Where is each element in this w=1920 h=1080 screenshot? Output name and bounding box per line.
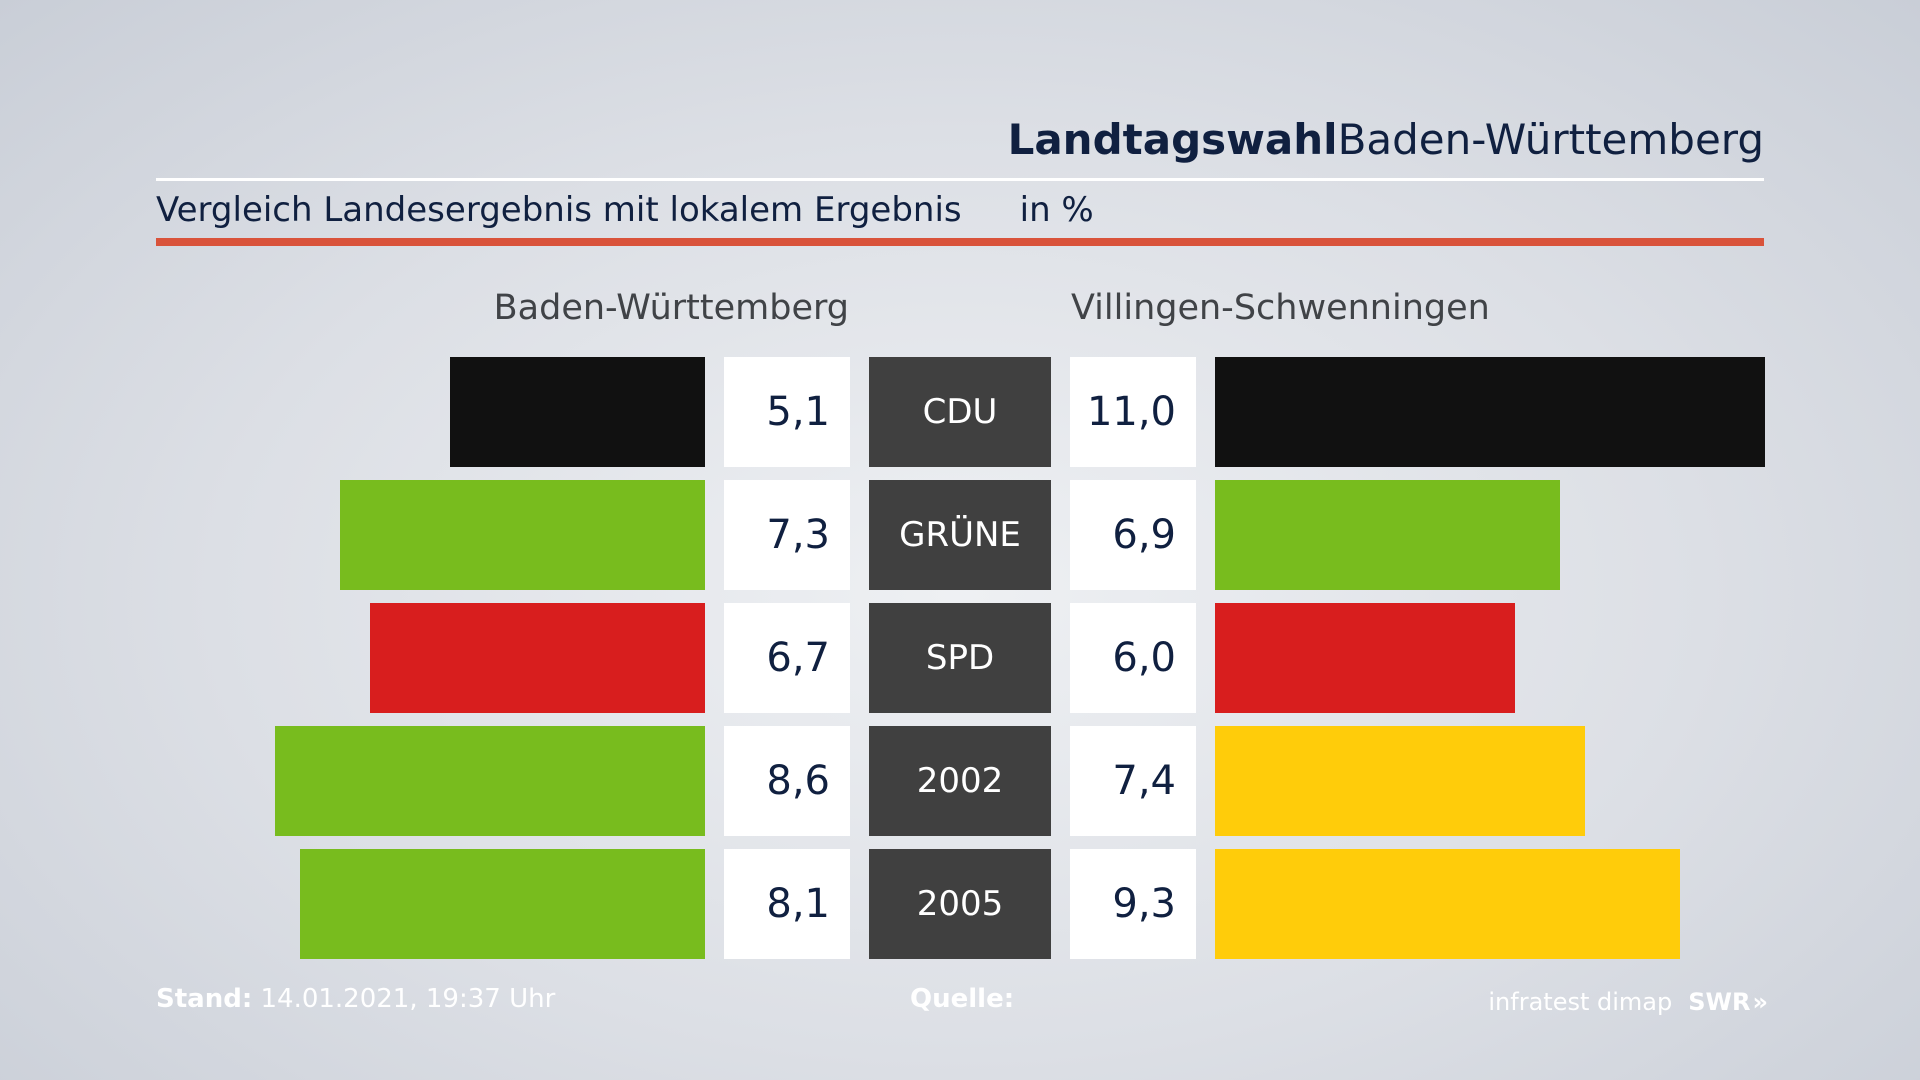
header: Landtagswahl Baden-Württemberg (156, 100, 1764, 181)
swr-logo: SWR (1688, 988, 1751, 1016)
value-left-1: 7,3 (724, 480, 850, 590)
title-regular: Baden-Württemberg (1337, 114, 1764, 164)
title-bold: Landtagswahl (1007, 114, 1338, 164)
category-label-0: CDU (869, 357, 1051, 467)
footer-brand: infratest dimap SWR » (1488, 988, 1767, 1016)
category-label-1: GRÜNE (869, 480, 1051, 590)
value-right-3: 7,4 (1070, 726, 1196, 836)
right-column-heading: Villingen-Schwenningen (1071, 288, 1490, 328)
bar-left-1 (340, 480, 705, 590)
bar-right-2 (1215, 603, 1515, 713)
category-label-4: 2005 (869, 849, 1051, 959)
stand-label: Stand: (156, 984, 253, 1014)
value-right-0: 11,0 (1070, 357, 1196, 467)
source-name: infratest dimap (1488, 988, 1673, 1016)
category-label-3: 2002 (869, 726, 1051, 836)
value-left-4: 8,1 (724, 849, 850, 959)
bar-right-4 (1215, 849, 1680, 959)
footer-stand: Stand: 14.01.2021, 19:37 Uhr (156, 984, 555, 1014)
bar-right-3 (1215, 726, 1585, 836)
left-column-heading: Baden-Württemberg (493, 288, 849, 328)
value-right-4: 9,3 (1070, 849, 1196, 959)
bar-left-0 (450, 357, 705, 467)
bar-right-1 (1215, 480, 1560, 590)
unit-label: in % (1019, 189, 1094, 230)
category-label-2: SPD (869, 603, 1051, 713)
subheader: Vergleich Landesergebnis mit lokalem Erg… (156, 181, 1764, 246)
footer-source-label: Quelle: (910, 984, 1015, 1014)
chevron-icon: » (1752, 988, 1767, 1016)
bar-left-2 (370, 603, 705, 713)
value-left-2: 6,7 (724, 603, 850, 713)
stand-value: 14.01.2021, 19:37 Uhr (260, 984, 556, 1014)
value-left-3: 8,6 (724, 726, 850, 836)
chart-subtitle: Vergleich Landesergebnis mit lokalem Erg… (156, 189, 962, 230)
bar-left-3 (275, 726, 705, 836)
value-right-2: 6,0 (1070, 603, 1196, 713)
bar-right-0 (1215, 357, 1765, 467)
bar-left-4 (300, 849, 705, 959)
value-left-0: 5,1 (724, 357, 850, 467)
value-right-1: 6,9 (1070, 480, 1196, 590)
